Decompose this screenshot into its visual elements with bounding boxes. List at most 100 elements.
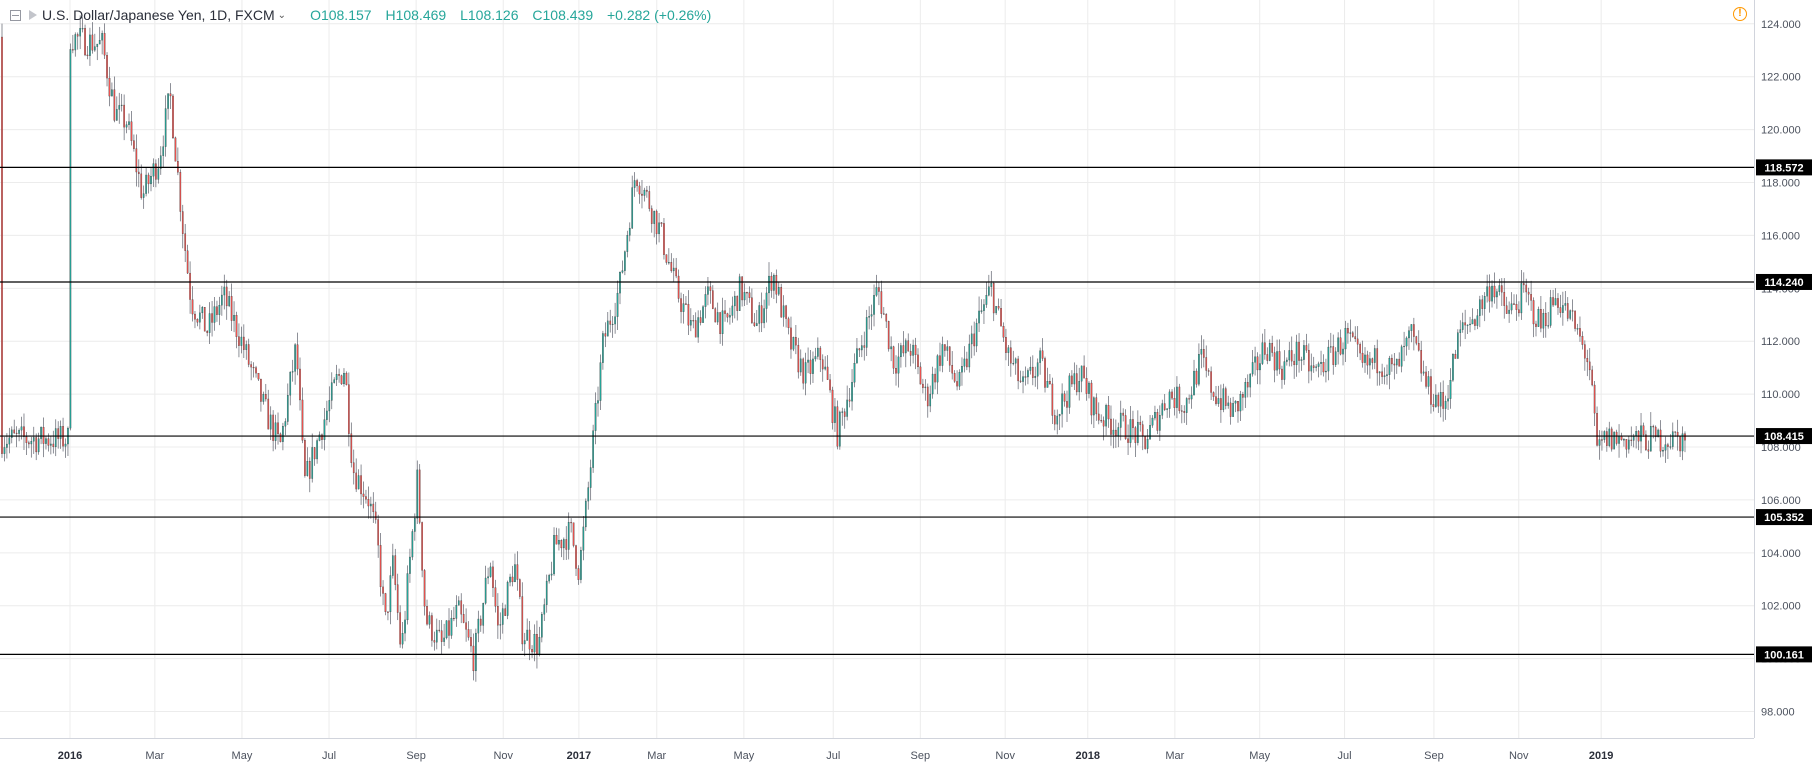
candle-body <box>1373 348 1376 363</box>
candle-body <box>1442 392 1444 409</box>
candle-body <box>1483 296 1486 309</box>
candle-body <box>1403 345 1405 348</box>
candle-body <box>997 306 1000 309</box>
candle-body <box>392 555 394 576</box>
candle-body <box>494 587 497 607</box>
candle-body <box>426 606 428 625</box>
candle-body <box>199 312 201 323</box>
candle-body <box>1161 403 1164 416</box>
candle-body <box>35 437 38 453</box>
candle-body <box>1210 371 1212 393</box>
candle-body <box>934 373 936 383</box>
candle-body <box>1012 363 1015 365</box>
candle-body <box>1474 319 1476 326</box>
candle-body <box>133 140 135 149</box>
candle-body <box>1625 439 1628 450</box>
candle-body <box>269 414 272 430</box>
candle-body <box>653 210 656 224</box>
candle-body <box>445 620 448 639</box>
candle-body <box>1271 343 1274 353</box>
candle-body <box>1383 375 1386 377</box>
candle-body <box>1303 345 1305 360</box>
candle-body <box>1308 350 1310 372</box>
candle-body <box>1466 324 1469 326</box>
candle-body <box>418 469 421 523</box>
level-label-box-3 <box>1756 509 1812 526</box>
candle-body <box>575 545 577 569</box>
candle-body <box>1588 361 1591 371</box>
price-tick-11: 120.000 <box>1761 125 1801 137</box>
candle-body <box>311 447 314 479</box>
candle-body <box>191 299 194 315</box>
date-label-11: Nov <box>995 750 1015 762</box>
candle-body <box>973 333 976 347</box>
candle-body <box>1623 439 1625 441</box>
candle-body <box>902 345 905 354</box>
candle-body <box>1667 444 1669 447</box>
candle-body <box>514 564 516 583</box>
candle-body <box>1310 365 1313 372</box>
warning-icon[interactable]: ! <box>1733 7 1747 21</box>
candle-body <box>406 573 409 621</box>
candle-body <box>1508 309 1510 314</box>
candle-body <box>352 462 355 474</box>
candle-body <box>714 308 717 323</box>
date-label-14: May <box>1249 750 1270 762</box>
candle-body <box>860 345 863 351</box>
candle-body <box>1342 348 1344 355</box>
candle-body <box>565 539 568 550</box>
candle-body <box>755 323 758 326</box>
candle-body <box>1334 351 1337 365</box>
candle-body <box>814 356 817 360</box>
change-value: +0.282 (+0.26%) <box>607 7 712 23</box>
candle-body <box>724 310 726 314</box>
collapse-icon[interactable] <box>10 9 21 21</box>
candle-body <box>980 310 983 312</box>
candle-body <box>1459 329 1462 333</box>
candle-body <box>1110 418 1112 435</box>
candle-body <box>497 606 499 626</box>
close-label: C <box>532 7 543 23</box>
candle-body <box>411 531 414 558</box>
candle-body <box>636 180 638 187</box>
chevron-down-icon[interactable]: ⌄ <box>277 9 287 21</box>
candle-body <box>1132 419 1134 428</box>
date-label-12: 2018 <box>1076 750 1100 762</box>
symbol-title[interactable]: U.S. Dollar/Japanese Yen, 1D, FXCM <box>42 7 275 23</box>
candle-body <box>770 275 773 291</box>
candle-body <box>1510 303 1513 311</box>
candle-body <box>1354 336 1357 340</box>
candle-body <box>697 317 699 338</box>
candle-body <box>1410 324 1413 331</box>
candle-body <box>807 359 809 363</box>
candle-body <box>1036 362 1039 377</box>
candle-body <box>548 575 550 582</box>
date-label-0: 2016 <box>58 750 82 762</box>
candle-body <box>409 556 411 574</box>
candle-body <box>101 33 103 41</box>
candle-body <box>528 629 531 650</box>
candle-body <box>289 371 292 396</box>
candle-body <box>799 358 802 373</box>
candle-body <box>313 447 316 460</box>
candle-body <box>479 618 482 626</box>
candle-body <box>531 649 533 653</box>
candle-body <box>108 77 111 97</box>
candle-body <box>1193 370 1195 396</box>
candle-body <box>758 305 761 324</box>
candle-body <box>106 55 108 79</box>
candle-body <box>606 320 609 337</box>
candle-body <box>1381 371 1383 377</box>
candle-body <box>367 499 370 507</box>
candle-body <box>856 348 858 364</box>
candle-body <box>773 275 775 291</box>
candle-body <box>1598 439 1601 446</box>
candle-body <box>89 34 91 56</box>
candle-body <box>299 368 301 401</box>
candle-body <box>1053 415 1056 425</box>
candle-body <box>157 168 160 180</box>
candle-body <box>1569 310 1572 319</box>
candle-body <box>1232 403 1234 417</box>
candle-body <box>30 441 33 445</box>
